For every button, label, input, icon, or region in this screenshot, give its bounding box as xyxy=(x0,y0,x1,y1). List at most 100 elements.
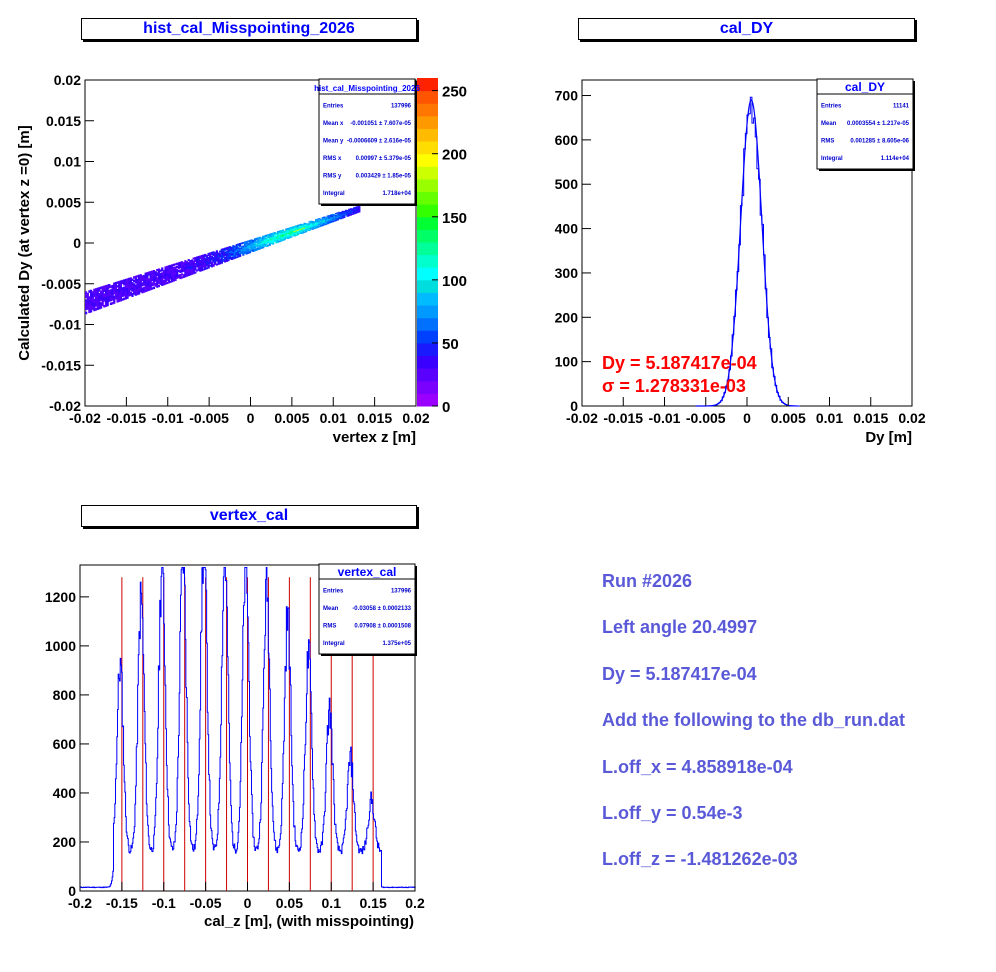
heatmap-cell xyxy=(280,232,283,235)
colorbar-segment xyxy=(417,305,438,319)
heatmap-cell xyxy=(212,260,215,263)
heatmap-cell xyxy=(182,262,185,265)
heatmap-cell xyxy=(164,266,167,269)
heatmap-cell xyxy=(151,283,154,287)
heatmap-cell xyxy=(248,241,252,243)
heatmap-cell xyxy=(268,243,271,245)
heatmap-cell xyxy=(232,252,235,255)
heatmap-cell xyxy=(267,241,270,244)
heatmap-cell xyxy=(172,273,175,276)
heatmap-cell xyxy=(222,254,225,257)
heatmap-cell xyxy=(202,258,205,261)
heatmap-cell xyxy=(94,308,98,311)
heatmap-cell xyxy=(192,270,195,273)
heatmap-cell xyxy=(89,297,93,301)
heatmap-cell xyxy=(275,238,278,241)
heatmap-cell xyxy=(204,265,207,268)
heatmap-cell xyxy=(227,255,230,258)
heatmap-cell xyxy=(121,292,124,296)
heatmap-cell xyxy=(141,282,144,285)
heatmap-cell xyxy=(167,270,171,273)
heatmap-cell xyxy=(253,246,257,248)
heatmap-cell xyxy=(113,288,116,291)
heatmap-cell xyxy=(101,299,104,303)
heatmap-cell xyxy=(344,212,348,214)
heatmap-cell xyxy=(180,268,184,271)
heatmap-cell xyxy=(329,219,333,221)
heatmap-cell xyxy=(96,293,99,297)
heatmap-cell xyxy=(91,305,94,308)
heatmap-cell xyxy=(124,282,127,285)
heatmap-cell xyxy=(253,245,257,247)
heatmap-cell xyxy=(326,218,329,220)
heatmap-cell xyxy=(220,253,223,256)
heatmap-cell xyxy=(351,208,354,210)
heatmap-cell xyxy=(184,273,187,276)
heatmap-cell xyxy=(318,224,321,226)
heatmap-cell xyxy=(278,231,281,234)
heatmap-cell xyxy=(336,217,339,220)
heatmap-cell xyxy=(320,219,323,222)
heatmap-cell xyxy=(217,261,220,264)
heatmap-cell xyxy=(169,272,172,275)
heatmap-cell xyxy=(283,230,286,233)
y-tick-label: 1200 xyxy=(45,589,76,605)
heatmap-cell xyxy=(313,222,316,225)
heatmap-cell xyxy=(157,278,161,281)
heatmap-cell xyxy=(248,239,252,242)
heatmap-cell xyxy=(98,295,101,298)
heatmap-cell xyxy=(205,263,209,266)
heatmap-cell xyxy=(147,273,151,276)
heatmap-cell xyxy=(281,230,285,233)
heatmap-cell xyxy=(326,216,329,219)
heatmap-cell xyxy=(247,252,250,254)
heatmap-cell xyxy=(250,245,253,247)
heatmap-cell xyxy=(149,271,152,274)
heatmap-cell xyxy=(258,247,262,250)
heatmap-cell xyxy=(228,248,232,251)
heatmap-cell xyxy=(323,220,326,222)
heatmap-cell xyxy=(200,257,204,260)
heatmap-cell xyxy=(281,234,285,236)
heatmap-cell xyxy=(205,256,209,259)
heatmap-cell xyxy=(172,274,175,277)
heatmap-cell xyxy=(98,296,101,300)
heatmap-cell xyxy=(142,290,146,293)
heatmap-cell xyxy=(147,283,151,286)
heatmap-cell xyxy=(338,215,341,218)
heatmap-cell xyxy=(219,253,222,256)
heatmap-cell xyxy=(295,228,298,231)
heatmap-cell xyxy=(235,251,238,254)
heatmap-cell xyxy=(217,255,220,257)
heatmap-cell xyxy=(336,216,339,218)
heatmap-cell xyxy=(339,216,343,218)
heatmap-cell xyxy=(98,304,101,308)
heatmap-cell xyxy=(210,258,214,261)
heatmap-cell xyxy=(149,274,152,277)
heatmap-cell xyxy=(134,279,137,282)
heatmap-cell xyxy=(293,233,296,235)
heatmap-cell xyxy=(326,219,329,222)
heatmap-cell xyxy=(137,292,141,295)
heatmap-cell xyxy=(144,272,147,275)
heatmap-cell xyxy=(139,279,142,282)
heatmap-cell xyxy=(139,277,142,280)
stats-value: 137996 xyxy=(391,103,412,109)
heatmap-cell xyxy=(263,244,266,247)
heatmap-cell xyxy=(255,237,258,240)
heatmap-cell xyxy=(202,261,205,264)
heatmap-cell xyxy=(154,277,157,281)
heatmap-cell xyxy=(91,297,94,300)
heatmap-cell xyxy=(85,307,88,311)
heatmap-cell xyxy=(169,277,172,280)
heatmap-cell xyxy=(118,286,121,289)
heatmap-cell xyxy=(296,232,300,235)
heatmap-cell xyxy=(290,231,293,234)
heatmap-cell xyxy=(334,218,338,220)
heatmap-cell xyxy=(265,234,268,237)
heatmap-cell xyxy=(286,230,290,233)
heatmap-cell xyxy=(162,281,166,284)
heatmap-cell xyxy=(291,231,295,234)
heatmap-cell xyxy=(106,294,109,297)
heatmap-cell xyxy=(272,241,275,244)
